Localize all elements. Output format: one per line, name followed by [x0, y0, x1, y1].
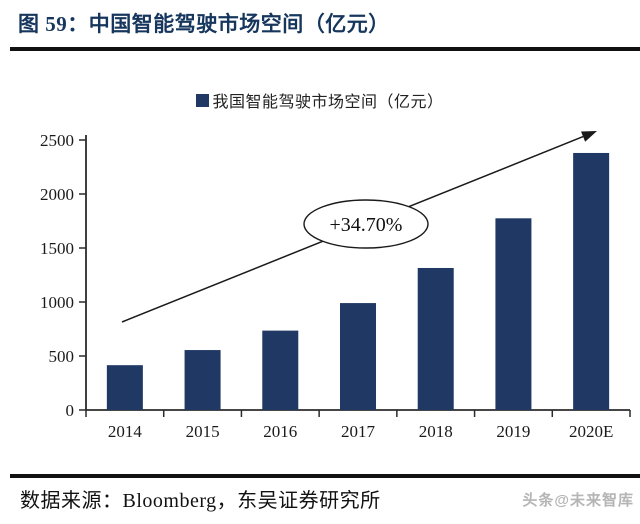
y-tick-label: 2000 — [40, 185, 74, 204]
y-tick-label: 1000 — [40, 293, 74, 312]
x-tick-label: 2020E — [569, 422, 613, 441]
chart-legend: 我国智能驾驶市场空间（亿元） — [0, 88, 640, 112]
bottom-divider — [10, 474, 640, 478]
x-tick-label: 2016 — [263, 422, 297, 441]
data-source: 数据来源：Bloomberg，东吴证券研究所 — [20, 490, 381, 512]
y-tick-label: 500 — [49, 347, 75, 366]
y-tick-label: 0 — [66, 401, 75, 420]
figure-title: 图 59：中国智能驾驶市场空间（亿元） — [18, 12, 390, 36]
x-tick-label: 2017 — [341, 422, 376, 441]
bar-2019 — [495, 218, 532, 410]
x-tick-label: 2018 — [419, 422, 453, 441]
y-tick-label: 2500 — [40, 131, 74, 150]
bar-chart: 0 500 1000 1500 2000 2500 2014 2015 2016 2017 2018… — [40, 131, 631, 441]
bar-2020E — [573, 152, 610, 410]
cagr-ellipse — [303, 199, 429, 249]
trend-arrow-head — [581, 131, 597, 142]
watermark: 头条@未来智库 — [522, 492, 634, 509]
bar-2016 — [262, 330, 299, 410]
x-tick-label: 2015 — [186, 422, 220, 441]
legend-label: 我国智能驾驶市场空间（亿元） — [212, 94, 444, 111]
x-tick-label: 2014 — [108, 422, 143, 441]
top-divider — [10, 47, 640, 51]
cagr-label: +34.70% — [330, 214, 403, 236]
x-tick-label: 2019 — [496, 422, 530, 441]
bar-2017 — [340, 303, 376, 410]
legend-swatch — [196, 93, 210, 107]
bar-2015 — [184, 350, 221, 410]
bar-2018 — [417, 267, 454, 410]
y-tick-label: 1500 — [40, 239, 74, 258]
bar-2014 — [106, 365, 143, 410]
